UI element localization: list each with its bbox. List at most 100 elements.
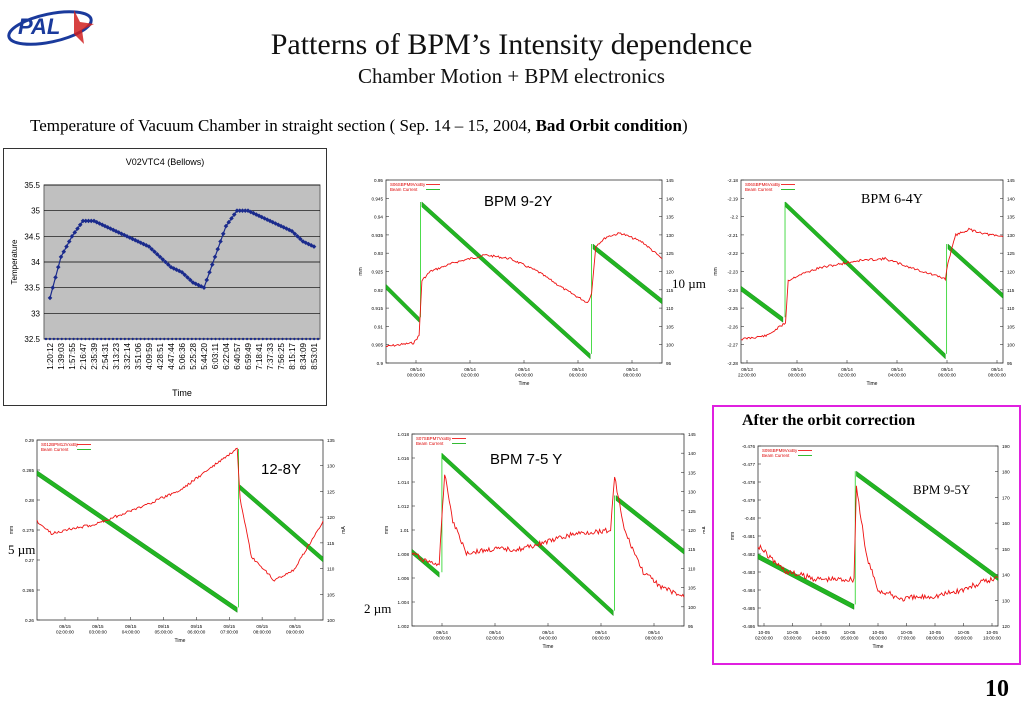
y-right-tick-label: 105 [1007, 324, 1015, 329]
y-tick-label: -0.478 [742, 480, 755, 485]
temperature-point [50, 285, 56, 290]
x-tick-label: 09/14 02:00:00 [838, 367, 856, 378]
x-tick-label: 09/15 09:00:00 [286, 624, 304, 635]
legend-bpm: S012BPM12VxxBy [41, 442, 79, 447]
x-tick-label: 10-05 02:00:00 [755, 630, 773, 641]
baseline-point [190, 337, 194, 341]
y-tick-label: -2.19 [728, 196, 739, 201]
temperature-point [55, 264, 61, 270]
x-tick-label: 09/15 02:00:00 [56, 624, 74, 635]
x-tick-label: 09/14 06:00:00 [592, 630, 610, 641]
y-axis-right-label: mA [341, 526, 347, 534]
y-right-tick-label: 145 [688, 432, 696, 437]
bpm-position-series [757, 485, 999, 602]
baseline-point [230, 337, 233, 341]
y-right-tick-label: 130 [666, 233, 674, 238]
baseline-point [218, 337, 221, 341]
x-tick-label: 10-05 08:00:00 [926, 630, 944, 641]
x-axis-label: Time [519, 381, 530, 387]
y-right-tick-label: 100 [688, 605, 696, 610]
y-right-tick-label: 140 [666, 196, 674, 201]
beam-current-segment [421, 201, 591, 360]
y-right-tick-label: 120 [688, 528, 696, 533]
bpm-9-2y-chart: 0.950.9450.940.9350.930.9250.920.9150.91… [358, 178, 674, 387]
y-tick-label: 0.275 [23, 528, 35, 533]
temperature-point [179, 269, 185, 275]
y-right-tick-label: 125 [1007, 251, 1015, 256]
x-tick-label: 10-05 04:00:00 [812, 630, 830, 641]
x-tick-label: 09/14 06:00:00 [938, 367, 956, 378]
bpm-7-5y-panel: 1.018 1.016 1.014 1.012 1.01 1.008 1.006 1.004 1… [370, 428, 705, 650]
y-right-tick-label: 135 [327, 438, 335, 443]
baseline-point [178, 337, 182, 341]
baseline-point [170, 337, 174, 341]
y-tick-label: 1.008 [398, 552, 410, 557]
y-tick-label: 0.27 [25, 558, 34, 563]
y-tick-label: 0.915 [372, 306, 384, 311]
baseline-point [186, 337, 190, 341]
temperature-chart-panel: V02VTC4 (Bellows) 35.5 35 34.5 34 33.5 33 32.5 1… [3, 148, 327, 406]
temperature-point [231, 212, 237, 217]
y-tick-label: -2.23 [728, 270, 739, 275]
baseline-point [257, 337, 261, 341]
y-tick-label: -0.477 [742, 462, 755, 467]
y-right-tick-label: 170 [1002, 495, 1010, 500]
legend-current: Beam Current [762, 453, 790, 458]
baseline-point [72, 337, 75, 341]
y-tick-label: 34.5 [24, 232, 40, 241]
y-tick-label: 0.93 [374, 251, 383, 256]
page-title: Patterns of BPM’s Intensity dependence [270, 28, 753, 61]
y-axis-label: mm [730, 532, 736, 540]
baseline-point [131, 337, 134, 341]
x-tick-label: 6:59:49 [244, 342, 253, 369]
chart-label: 12-8Y [261, 461, 301, 478]
temperature-point [207, 269, 212, 275]
baseline-point [44, 337, 48, 341]
x-tick-label: 7:18:41 [255, 342, 264, 369]
y-right-tick-label: 145 [666, 178, 674, 183]
y-right-tick-label: 120 [1007, 270, 1015, 275]
baseline-point [84, 337, 87, 341]
y-tick-label: 1.014 [398, 480, 410, 485]
baseline-point [115, 337, 119, 341]
scale-note: 2 µm [364, 601, 392, 616]
baseline-point [182, 337, 186, 341]
y-tick-label: -0.482 [742, 552, 755, 557]
baseline-point [277, 337, 280, 341]
beam-current-segment [856, 470, 999, 581]
baseline-point [222, 337, 225, 341]
x-tick-label: 09/15 07:00:00 [220, 624, 238, 635]
x-tick-label: 10-05 09:00:00 [955, 630, 973, 641]
beam-current-segment [385, 283, 420, 323]
y-right-tick-label: 110 [1007, 306, 1015, 311]
y-right-tick-label: 100 [327, 618, 335, 623]
y-right-tick-label: 110 [688, 566, 696, 571]
beam-current-segment [740, 285, 784, 323]
plot-frame [740, 179, 1004, 364]
y-tick-label: -0.48 [745, 516, 756, 521]
y-tick-label: 1.01 [400, 528, 409, 533]
chart-label: BPM 9-2Y [484, 193, 552, 210]
y-right-tick-label: 135 [666, 215, 674, 220]
y-axis-right-label: mA [702, 526, 705, 534]
bpm-12-8y-chart: 0.29 0.285 0.28 0.275 0.27 0.265 0.26 135 130 125… [9, 438, 347, 644]
y-right-tick-label: 145 [1007, 178, 1015, 183]
y-tick-label: 0.28 [25, 498, 34, 503]
x-tick-label: 10-05 06:00:00 [869, 630, 887, 641]
pal-logo: PAL [4, 4, 100, 48]
plot-frame [757, 445, 999, 627]
x-tick-label: 8:15:17 [288, 342, 297, 369]
x-tick-label: 1:39:03 [57, 342, 66, 369]
y-right-tick-label: 95 [688, 624, 694, 629]
baseline-point [285, 337, 288, 341]
baseline-point [269, 337, 272, 341]
baseline-point [147, 337, 150, 341]
caption-bold: Bad Orbit condition [535, 116, 682, 135]
y-tick-label: 32.5 [24, 335, 40, 344]
baseline-point [76, 337, 79, 341]
baseline-point [289, 337, 292, 341]
y-right-tick-label: 105 [666, 324, 674, 329]
baseline-point [92, 337, 95, 341]
x-tick-label: 2:16:47 [79, 342, 88, 369]
baseline-point [139, 337, 142, 341]
